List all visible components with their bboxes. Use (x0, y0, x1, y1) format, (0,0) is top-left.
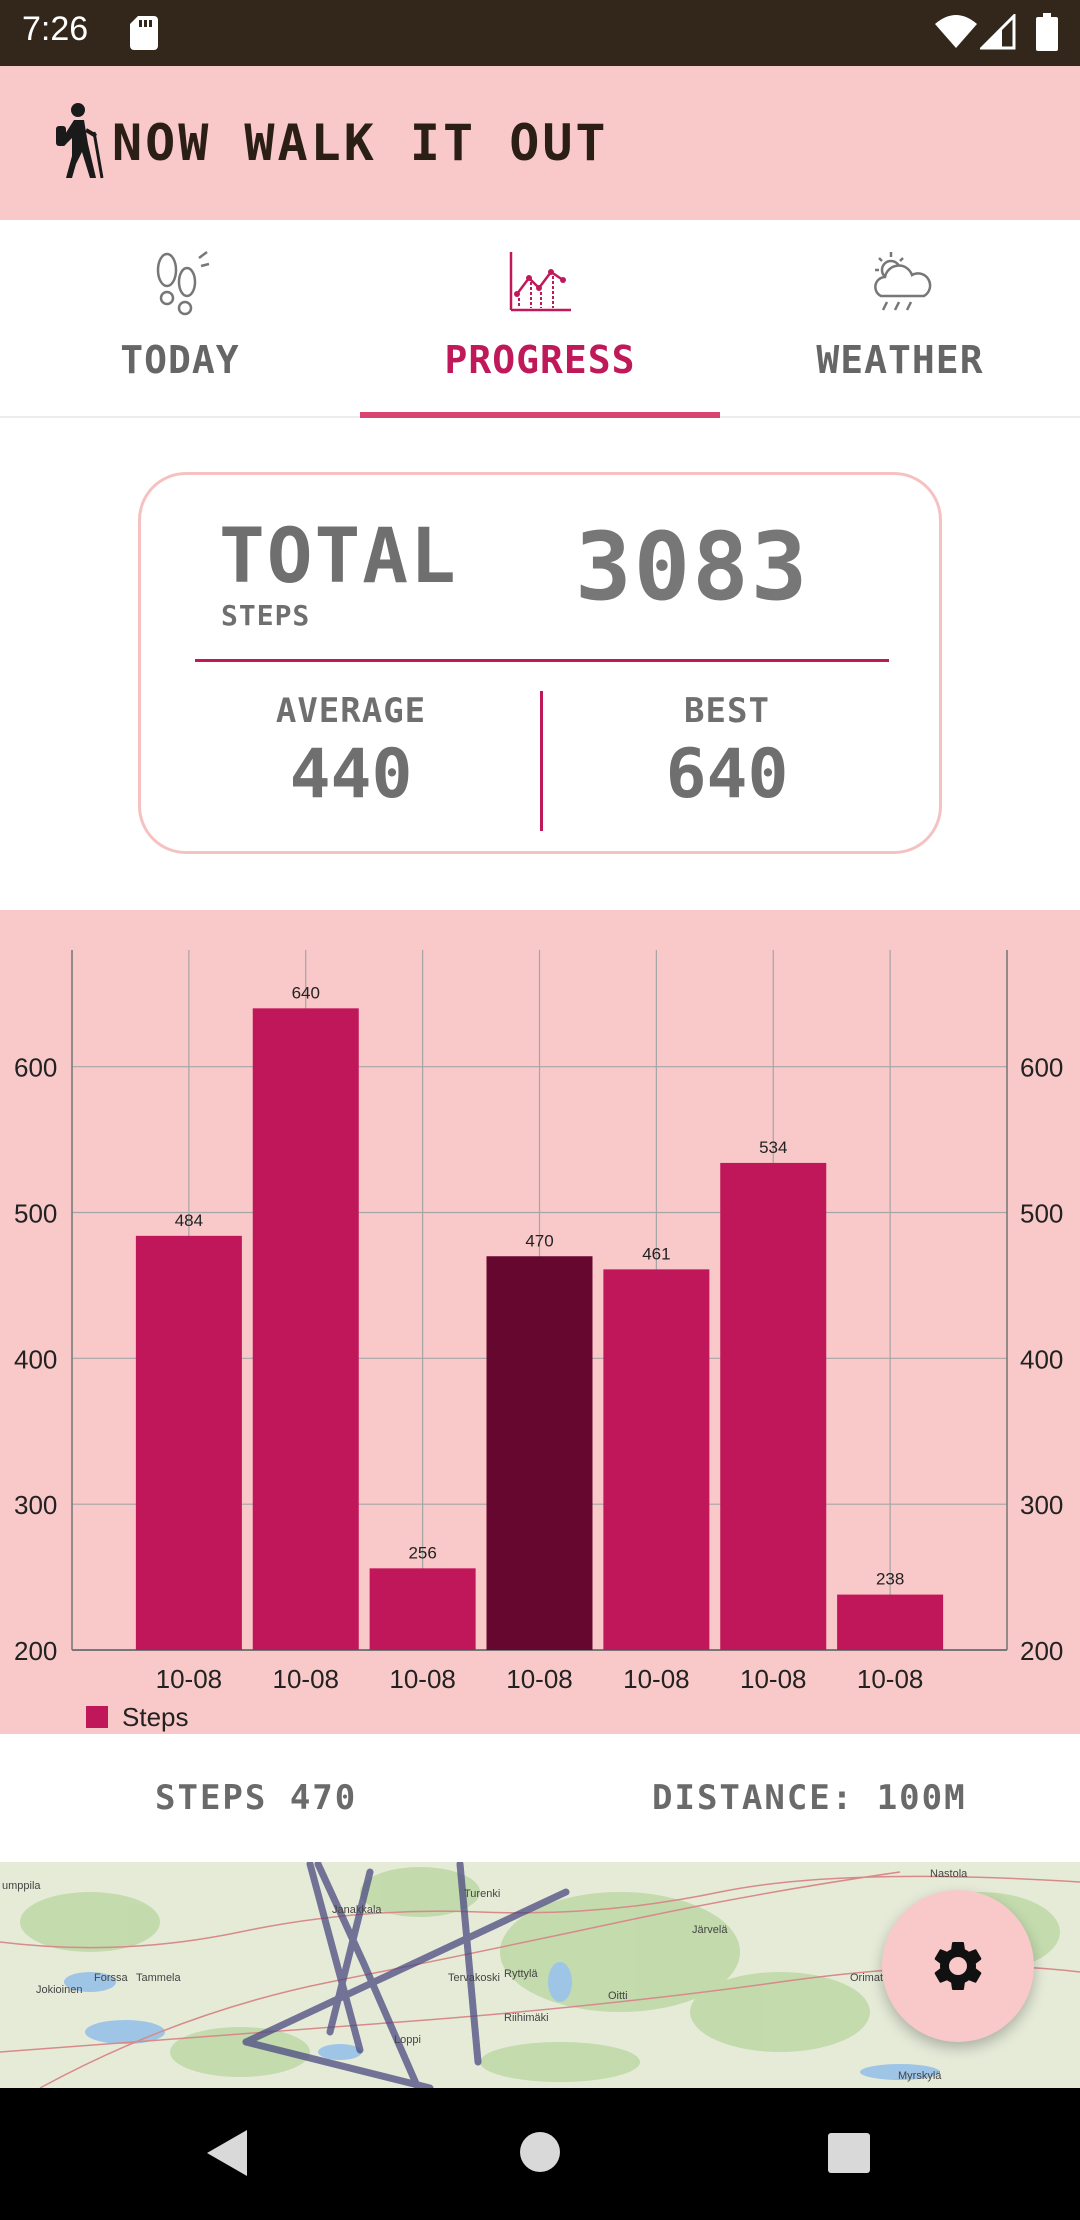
divider (195, 659, 889, 662)
y-tick-label-left: 500 (14, 1199, 57, 1229)
tab-label: WEATHER (816, 338, 984, 382)
wifi-icon (935, 15, 977, 48)
x-tick-label: 10-08 (740, 1664, 807, 1694)
chart-bar (603, 1269, 710, 1650)
chart-svg: 200 200 300 300 400 400 500 500 600 600 484 10-08 64… (14, 950, 1063, 1732)
y-tick-label-left: 400 (14, 1344, 57, 1374)
chart-bar (837, 1594, 944, 1650)
bar-value-label: 256 (408, 1543, 436, 1562)
total-value: 3083 (575, 513, 810, 622)
chart-bar (135, 1235, 242, 1650)
hiker-icon (56, 103, 104, 179)
map-label: Myrskylä (898, 2070, 942, 2082)
footprints-icon (156, 251, 210, 316)
map-label: Oitti (608, 1990, 628, 2002)
bar-value-label: 461 (642, 1244, 670, 1263)
x-tick-label: 10-08 (857, 1664, 924, 1694)
tab-label: PROGRESS (444, 338, 636, 382)
y-tick-label-left: 300 (14, 1490, 57, 1520)
map-label: Jokioinen (36, 1984, 83, 1996)
steps-bar-chart[interactable]: 200 200 300 300 400 400 500 500 600 600 484 10-08 64… (0, 910, 1080, 1734)
y-tick-label-right: 500 (1020, 1199, 1063, 1229)
bar-value-label: 534 (759, 1138, 787, 1157)
average-value: 440 (289, 735, 413, 814)
total-label: TOTAL (219, 511, 458, 600)
y-tick-label-right: 600 (1020, 1053, 1063, 1083)
chart-bar (252, 1008, 359, 1650)
map-label: Turenki (464, 1888, 501, 1900)
status-bar: 7:26 (0, 0, 1080, 66)
home-icon[interactable] (518, 2130, 562, 2174)
settings-fab[interactable] (882, 1890, 1034, 2042)
best-label: BEST (684, 691, 770, 731)
summary-card: TOTAL STEPS 3083 AVERAGE 440 BEST 640 (138, 472, 942, 854)
steps-label: STEPS (221, 599, 311, 632)
selected-steps: STEPS 470 (155, 1778, 358, 1818)
chart-bar (720, 1162, 827, 1650)
x-tick-label: 10-08 (389, 1664, 456, 1694)
line-chart-icon (509, 252, 571, 312)
x-tick-label: 10-08 (623, 1664, 690, 1694)
y-tick-label-right: 400 (1020, 1344, 1063, 1374)
x-tick-label: 10-08 (273, 1664, 340, 1694)
chart-bar (369, 1568, 476, 1650)
tab-weather[interactable]: WEATHER (720, 220, 1080, 418)
map-label: Forssa (94, 1972, 128, 1984)
map-label: Loppi (394, 2034, 421, 2046)
map-label: Tammela (136, 1972, 181, 1984)
y-tick-label-right: 300 (1020, 1490, 1063, 1520)
map-label: umppila (2, 1880, 41, 1892)
map-label: Riihimäki (504, 2012, 549, 2024)
signal-icon (980, 14, 1016, 50)
tab-label: TODAY (120, 338, 240, 382)
legend-label: Steps (122, 1702, 189, 1732)
selected-day-stats: STEPS 470 DISTANCE: 100M (0, 1734, 1080, 1862)
back-icon[interactable] (205, 2128, 249, 2178)
status-time: 7:26 (22, 10, 89, 48)
best-value: 640 (665, 735, 789, 814)
sd-card-icon (130, 16, 158, 50)
selected-distance: DISTANCE: 100M (652, 1778, 967, 1818)
x-tick-label: 10-08 (506, 1664, 573, 1694)
average-label: AVERAGE (275, 691, 427, 731)
app-bar: NOW WALK IT OUT (0, 66, 1080, 220)
map-label: Ryttylä (504, 1968, 538, 1980)
battery-icon (1036, 13, 1058, 51)
map-label: Nastola (930, 1868, 968, 1880)
bar-value-label: 484 (175, 1211, 203, 1230)
system-nav-bar (0, 2088, 1080, 2220)
chart-bar (486, 1256, 593, 1650)
app-title: NOW WALK IT OUT (112, 114, 609, 172)
tab-progress[interactable]: PROGRESS (360, 220, 720, 418)
x-tick-label: 10-08 (156, 1664, 223, 1694)
bar-value-label: 238 (876, 1570, 904, 1589)
map-label: Tervakoski (448, 1972, 500, 1984)
tab-bar: TODAY PROGRESS WEATHER (0, 220, 1080, 418)
map-label: Järvelä (692, 1924, 728, 1936)
y-tick-label-left: 200 (14, 1636, 57, 1666)
divider (540, 691, 543, 831)
bar-value-label: 470 (525, 1231, 553, 1250)
bar-value-label: 640 (292, 983, 320, 1002)
y-tick-label-left: 600 (14, 1053, 57, 1083)
cloud-sun-rain-icon (874, 252, 932, 311)
map-label: Janakkala (332, 1904, 382, 1916)
legend-swatch (86, 1706, 108, 1728)
recents-icon[interactable] (828, 2133, 870, 2173)
gear-icon (934, 1941, 982, 1990)
y-tick-label-right: 200 (1020, 1636, 1063, 1666)
tab-today[interactable]: TODAY (0, 220, 360, 418)
active-tab-indicator (360, 412, 720, 418)
